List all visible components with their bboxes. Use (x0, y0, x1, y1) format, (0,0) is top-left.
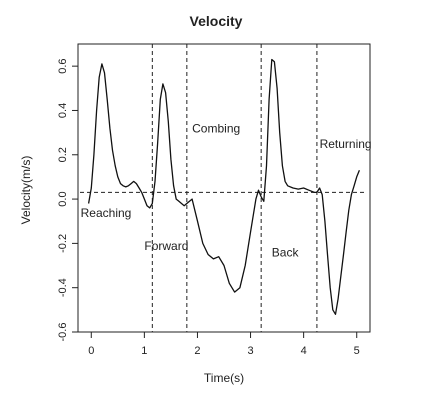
x-tick-label: 4 (301, 345, 307, 357)
annotation-combing: Combing (192, 122, 240, 136)
phase-boundaries (151, 44, 318, 332)
y-tick-label: 0.2 (57, 147, 69, 162)
velocity-line (87, 58, 361, 315)
y-tick-label: 0.4 (57, 103, 69, 118)
x-tick-label: 5 (354, 345, 360, 357)
x-tick-label: 0 (88, 345, 94, 357)
annotation-reaching: Reaching (81, 206, 132, 220)
annotation-back: Back (272, 246, 300, 260)
y-axis-label: Velocity(m/s) (19, 156, 33, 225)
annotation-returning: Returning (320, 137, 372, 151)
y-axis: -0.6 -0.4 -0.2 0.0 0.2 0.4 0.6 (57, 59, 78, 342)
x-tick-label: 1 (141, 345, 147, 357)
x-axis: 0 1 2 3 4 5 (88, 332, 360, 357)
x-tick-label: 3 (247, 345, 253, 357)
x-tick-label: 2 (194, 345, 200, 357)
y-tick-label: -0.6 (57, 323, 69, 342)
y-tick-label: -0.2 (57, 234, 69, 253)
x-axis-label: Time(s) (204, 371, 244, 385)
y-tick-label: 0.0 (57, 191, 69, 206)
y-tick-label: -0.4 (57, 278, 69, 297)
series-group (87, 58, 361, 315)
plot-frame (77, 43, 371, 333)
chart-title: Velocity (190, 13, 243, 29)
phase-annotations: Reaching Forward Combing Back Returning (81, 122, 372, 260)
y-tick-label: 0.6 (57, 59, 69, 74)
annotation-forward: Forward (144, 239, 188, 253)
